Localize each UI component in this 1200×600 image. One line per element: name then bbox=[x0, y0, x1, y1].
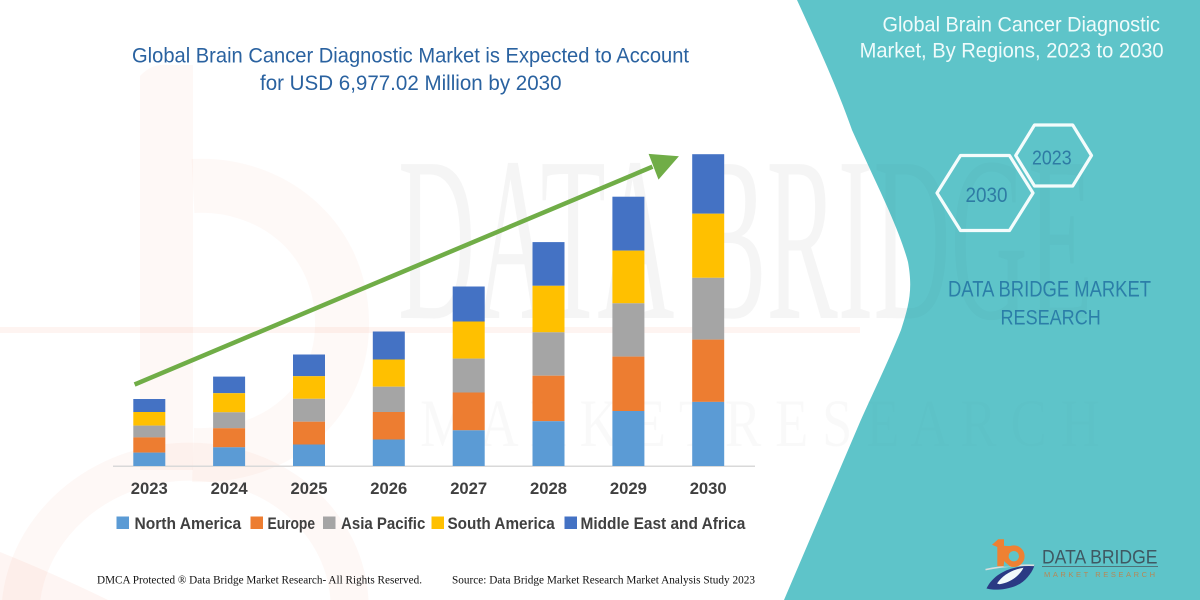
svg-text:Global Brain Cancer Diagnostic: Global Brain Cancer Diagnostic Market is… bbox=[132, 45, 689, 68]
svg-text:2030: 2030 bbox=[690, 479, 727, 498]
svg-text:for USD 6,977.02 Million by 20: for USD 6,977.02 Million by 2030 bbox=[260, 72, 562, 95]
svg-text:Middle East and Africa: Middle East and Africa bbox=[581, 514, 746, 533]
svg-text:MARKET RESEARCH: MARKET RESEARCH bbox=[1044, 570, 1155, 579]
svg-text:2030: 2030 bbox=[966, 183, 1008, 207]
svg-text:North America: North America bbox=[135, 514, 242, 533]
svg-text:2023: 2023 bbox=[131, 479, 168, 498]
svg-text:Europe: Europe bbox=[268, 514, 316, 533]
svg-text:2023: 2023 bbox=[1032, 147, 1072, 170]
svg-text:Source: Data Bridge Market Res: Source: Data Bridge Market Research Mark… bbox=[452, 575, 755, 587]
svg-text:2028: 2028 bbox=[530, 479, 567, 498]
svg-text:RESEARCH: RESEARCH bbox=[1001, 307, 1101, 330]
svg-text:2026: 2026 bbox=[370, 479, 407, 498]
svg-text:2027: 2027 bbox=[450, 479, 487, 498]
svg-text:2024: 2024 bbox=[211, 479, 249, 498]
svg-text:Market, By Regions, 2023 to 20: Market, By Regions, 2023 to 2030 bbox=[860, 39, 1164, 62]
svg-text:Asia Pacific: Asia Pacific bbox=[341, 514, 425, 533]
svg-text:Global Brain Cancer Diagnostic: Global Brain Cancer Diagnostic bbox=[883, 13, 1161, 36]
svg-text:DATA BRIDGE MARKET: DATA BRIDGE MARKET bbox=[948, 276, 1151, 301]
svg-text:DMCA Protected ® Data Bridge M: DMCA Protected ® Data Bridge Market Rese… bbox=[97, 575, 422, 587]
svg-text:South America: South America bbox=[448, 514, 556, 533]
svg-text:2029: 2029 bbox=[610, 479, 647, 498]
svg-text:2025: 2025 bbox=[291, 479, 328, 498]
svg-text:DATA BRIDGE: DATA BRIDGE bbox=[1042, 547, 1158, 569]
